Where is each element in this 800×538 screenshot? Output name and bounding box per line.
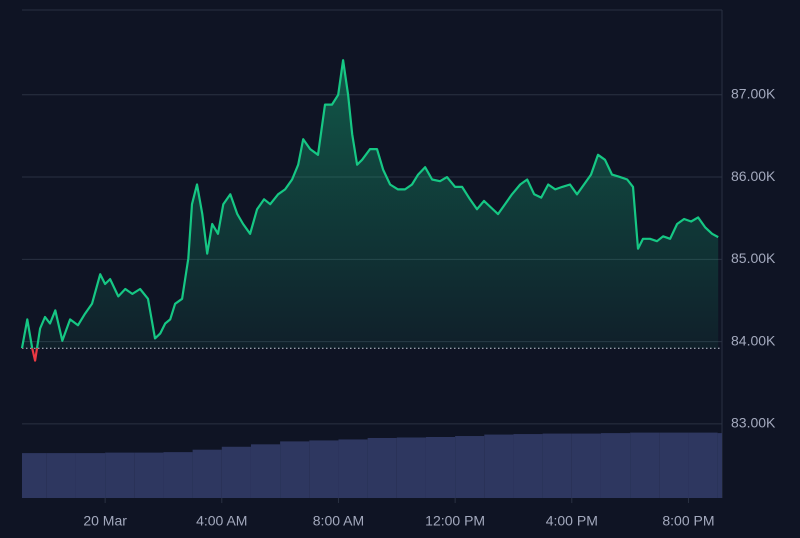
x-tick-label: 8:00 PM [662, 513, 714, 529]
x-tick-label: 20 Mar [83, 513, 127, 529]
y-tick-label: 85.00K [731, 250, 776, 266]
volume-bar [717, 433, 722, 498]
y-tick-label: 83.00K [731, 415, 776, 431]
x-tick-label: 8:00 AM [313, 513, 364, 529]
volume-bar [163, 452, 193, 498]
volume-bar [425, 437, 456, 498]
volume-bar [659, 432, 689, 498]
volume-bar [338, 439, 368, 498]
y-tick-label: 84.00K [731, 332, 776, 348]
volume-bar [542, 433, 572, 498]
volume-bar [46, 453, 76, 498]
volume-bar [280, 441, 310, 498]
volume-bar [688, 432, 718, 498]
price-line [20, 59, 719, 349]
volume-bar [134, 452, 164, 498]
volume-bar [455, 436, 485, 498]
x-tick-label: 12:00 PM [425, 513, 485, 529]
volume-bar [250, 444, 281, 498]
volume-bar [571, 433, 601, 498]
volume-bar [396, 437, 426, 498]
volume-bar [75, 453, 106, 498]
volume-bar [221, 446, 251, 498]
x-tick-label: 4:00 AM [196, 513, 247, 529]
volume-bar [484, 434, 514, 498]
volume-bar [367, 437, 397, 498]
y-tick-label: 87.00K [731, 85, 776, 101]
volume-bar [630, 432, 660, 498]
volume-bar [600, 433, 631, 498]
x-tick-label: 4:00 PM [546, 513, 598, 529]
volume-bar [192, 449, 222, 498]
volume-bar [513, 434, 543, 498]
y-tick-label: 86.00K [731, 168, 776, 184]
volume-bar [105, 452, 135, 498]
volume-bar [22, 453, 47, 498]
area-fill [22, 60, 719, 349]
volume-bar [309, 440, 339, 498]
